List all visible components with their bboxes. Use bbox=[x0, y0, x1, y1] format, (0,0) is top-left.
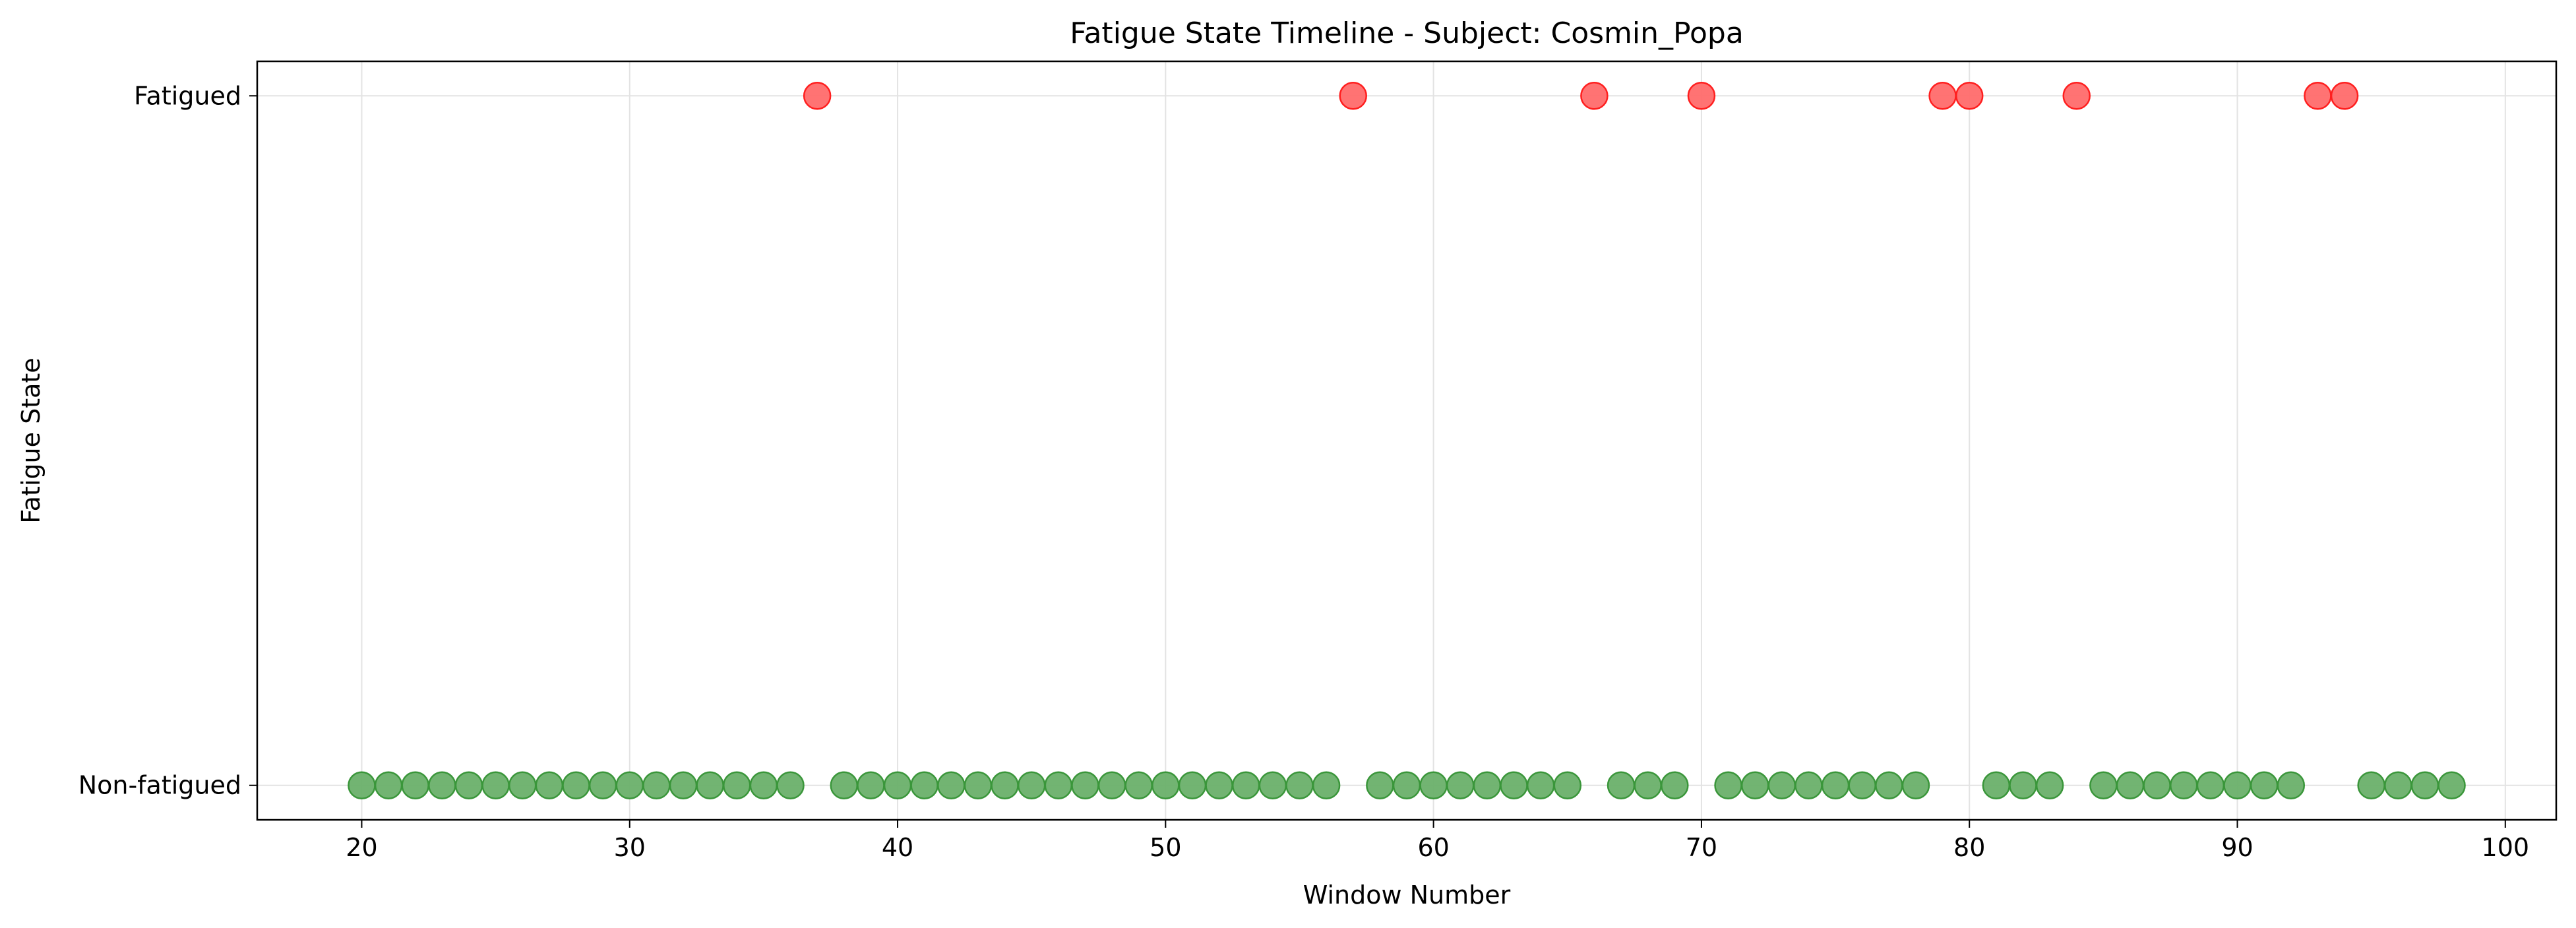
non-fatigued-point bbox=[2143, 771, 2171, 799]
non-fatigued-point bbox=[535, 771, 564, 799]
non-fatigued-point bbox=[910, 771, 938, 799]
non-fatigued-point bbox=[937, 771, 966, 799]
non-fatigued-point bbox=[1714, 771, 1742, 799]
fatigued-point bbox=[1339, 82, 1367, 110]
x-tick-label: 80 bbox=[1953, 833, 1985, 862]
non-fatigued-point bbox=[991, 771, 1019, 799]
non-fatigued-point bbox=[723, 771, 751, 799]
non-fatigued-point bbox=[1848, 771, 1876, 799]
non-fatigued-point bbox=[508, 771, 537, 799]
non-fatigued-point bbox=[562, 771, 590, 799]
non-fatigued-point bbox=[1607, 771, 1636, 799]
non-fatigued-point bbox=[2438, 771, 2466, 799]
non-fatigued-point bbox=[401, 771, 429, 799]
y-tick-label: Non-fatigued bbox=[78, 771, 241, 800]
non-fatigued-point bbox=[830, 771, 859, 799]
non-fatigued-point bbox=[2196, 771, 2225, 799]
x-tick-label: 60 bbox=[1417, 833, 1449, 862]
non-fatigued-point bbox=[1392, 771, 1421, 799]
non-fatigued-point bbox=[1124, 771, 1153, 799]
non-fatigued-point bbox=[2384, 771, 2412, 799]
fatigued-point bbox=[1928, 82, 1957, 110]
non-fatigued-point bbox=[1875, 771, 1903, 799]
non-fatigued-point bbox=[2223, 771, 2252, 799]
non-fatigued-point bbox=[1767, 771, 1796, 799]
non-fatigued-point bbox=[2035, 771, 2064, 799]
fatigued-point bbox=[2062, 82, 2091, 110]
non-fatigued-point bbox=[1901, 771, 1930, 799]
non-fatigued-point bbox=[2170, 771, 2198, 799]
non-fatigued-point bbox=[588, 771, 617, 799]
non-fatigued-point bbox=[883, 771, 912, 799]
non-fatigued-point bbox=[1097, 771, 1126, 799]
non-fatigued-point bbox=[1178, 771, 1207, 799]
non-fatigued-point bbox=[428, 771, 456, 799]
x-tick-label: 40 bbox=[882, 833, 913, 862]
non-fatigued-point bbox=[1312, 771, 1341, 799]
chart-title: Fatigue State Timeline - Subject: Cosmin… bbox=[1070, 16, 1744, 50]
non-fatigued-point bbox=[348, 771, 376, 799]
non-fatigued-point bbox=[2277, 771, 2306, 799]
x-tick-label: 20 bbox=[346, 833, 377, 862]
x-tick-label: 30 bbox=[614, 833, 646, 862]
non-fatigued-point bbox=[1017, 771, 1046, 799]
non-fatigued-point bbox=[1661, 771, 1689, 799]
non-fatigued-point bbox=[1205, 771, 1233, 799]
non-fatigued-point bbox=[1794, 771, 1823, 799]
non-fatigued-point bbox=[1258, 771, 1287, 799]
non-fatigued-point bbox=[615, 771, 644, 799]
non-fatigued-point bbox=[2250, 771, 2279, 799]
non-fatigued-point bbox=[1285, 771, 1314, 799]
non-fatigued-point bbox=[964, 771, 993, 799]
axis-ticks: 20 30 40 50 60 70 80 90 100 Non-fatigued Fatigued bbox=[78, 81, 2529, 862]
non-fatigued-point bbox=[696, 771, 724, 799]
fatigued-point bbox=[2330, 82, 2359, 110]
fatigued-point bbox=[803, 82, 832, 110]
non-fatigued-point bbox=[1740, 771, 1769, 799]
fatigued-point bbox=[1580, 82, 1609, 110]
fatigued-point bbox=[1687, 82, 1716, 110]
non-fatigued-point bbox=[2357, 771, 2385, 799]
non-fatigued-point bbox=[1231, 771, 1260, 799]
x-axis-label: Window Number bbox=[1303, 881, 1511, 910]
data-points bbox=[348, 82, 2466, 799]
x-tick-label: 100 bbox=[2482, 833, 2530, 862]
non-fatigued-point bbox=[1044, 771, 1073, 799]
non-fatigued-point bbox=[1821, 771, 1850, 799]
non-fatigued-point bbox=[642, 771, 671, 799]
non-fatigued-point bbox=[374, 771, 403, 799]
non-fatigued-point bbox=[1634, 771, 1662, 799]
non-fatigued-point bbox=[454, 771, 483, 799]
non-fatigued-point bbox=[2410, 771, 2439, 799]
plot-frame bbox=[256, 60, 2558, 821]
non-fatigued-point bbox=[1366, 771, 1394, 799]
fatigued-point bbox=[2304, 82, 2332, 110]
x-tick-label: 50 bbox=[1150, 833, 1181, 862]
fatigued-point bbox=[1955, 82, 1984, 110]
grid-lines bbox=[257, 61, 2556, 820]
non-fatigued-point bbox=[669, 771, 698, 799]
non-fatigued-point bbox=[1526, 771, 1555, 799]
non-fatigued-point bbox=[749, 771, 778, 799]
non-fatigued-point bbox=[1151, 771, 1180, 799]
non-fatigued-point bbox=[857, 771, 885, 799]
non-fatigued-point bbox=[776, 771, 805, 799]
non-fatigued-point bbox=[1446, 771, 1475, 799]
non-fatigued-point bbox=[1982, 771, 2011, 799]
y-tick-label: Fatigued bbox=[134, 81, 241, 110]
non-fatigued-point bbox=[2089, 771, 2118, 799]
non-fatigued-point bbox=[481, 771, 510, 799]
y-axis-label: Fatigue State bbox=[16, 357, 46, 523]
x-tick-label: 90 bbox=[2221, 833, 2253, 862]
non-fatigued-point bbox=[1553, 771, 1582, 799]
x-tick-label: 70 bbox=[1686, 833, 1717, 862]
non-fatigued-point bbox=[2009, 771, 2037, 799]
non-fatigued-point bbox=[1419, 771, 1448, 799]
non-fatigued-point bbox=[2116, 771, 2145, 799]
non-fatigued-point bbox=[1071, 771, 1099, 799]
non-fatigued-point bbox=[1500, 771, 1528, 799]
non-fatigued-point bbox=[1473, 771, 1502, 799]
